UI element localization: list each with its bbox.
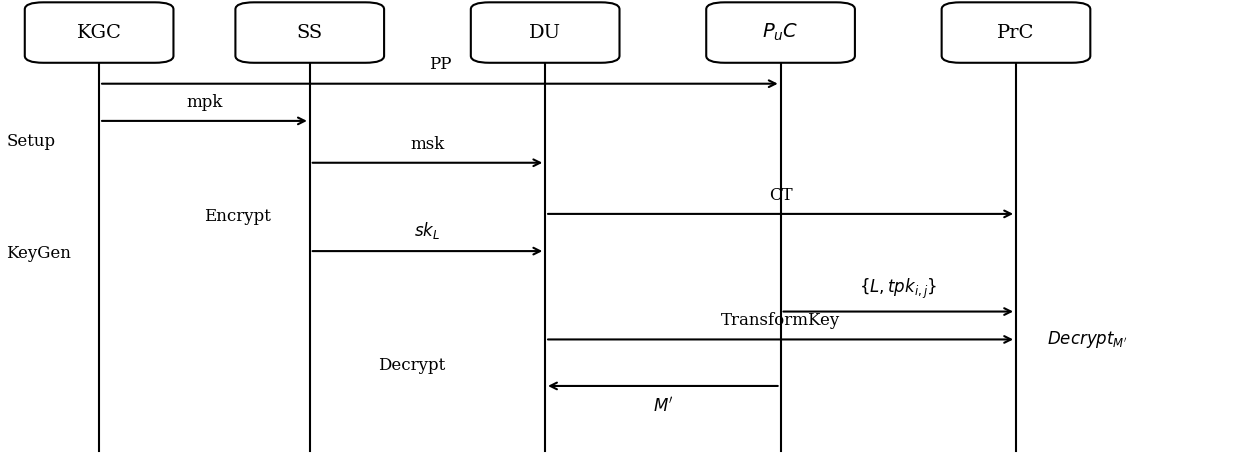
Text: Encrypt: Encrypt	[204, 208, 271, 225]
Text: $Decrypt_{M'}$: $Decrypt_{M'}$	[1047, 329, 1127, 350]
Text: mpk: mpk	[186, 93, 223, 111]
Text: $\{L,tpk_{i,j}\}$: $\{L,tpk_{i,j}\}$	[859, 277, 938, 301]
Text: $sk_L$: $sk_L$	[414, 220, 441, 241]
Text: $P_uC$: $P_uC$	[762, 22, 799, 43]
FancyBboxPatch shape	[25, 2, 173, 63]
FancyBboxPatch shape	[942, 2, 1090, 63]
Text: KGC: KGC	[77, 24, 121, 41]
Text: DU: DU	[529, 24, 561, 41]
FancyBboxPatch shape	[235, 2, 384, 63]
Text: msk: msk	[410, 135, 445, 153]
Text: CT: CT	[768, 186, 793, 204]
Text: TransformKey: TransformKey	[721, 312, 840, 329]
Text: KeyGen: KeyGen	[6, 245, 71, 262]
Text: $M'$: $M'$	[653, 396, 673, 415]
Text: PP: PP	[429, 56, 451, 73]
FancyBboxPatch shape	[706, 2, 855, 63]
Text: Decrypt: Decrypt	[378, 357, 445, 373]
Text: PrC: PrC	[997, 24, 1035, 41]
Text: Setup: Setup	[6, 133, 56, 150]
FancyBboxPatch shape	[471, 2, 620, 63]
Text: SS: SS	[296, 24, 323, 41]
